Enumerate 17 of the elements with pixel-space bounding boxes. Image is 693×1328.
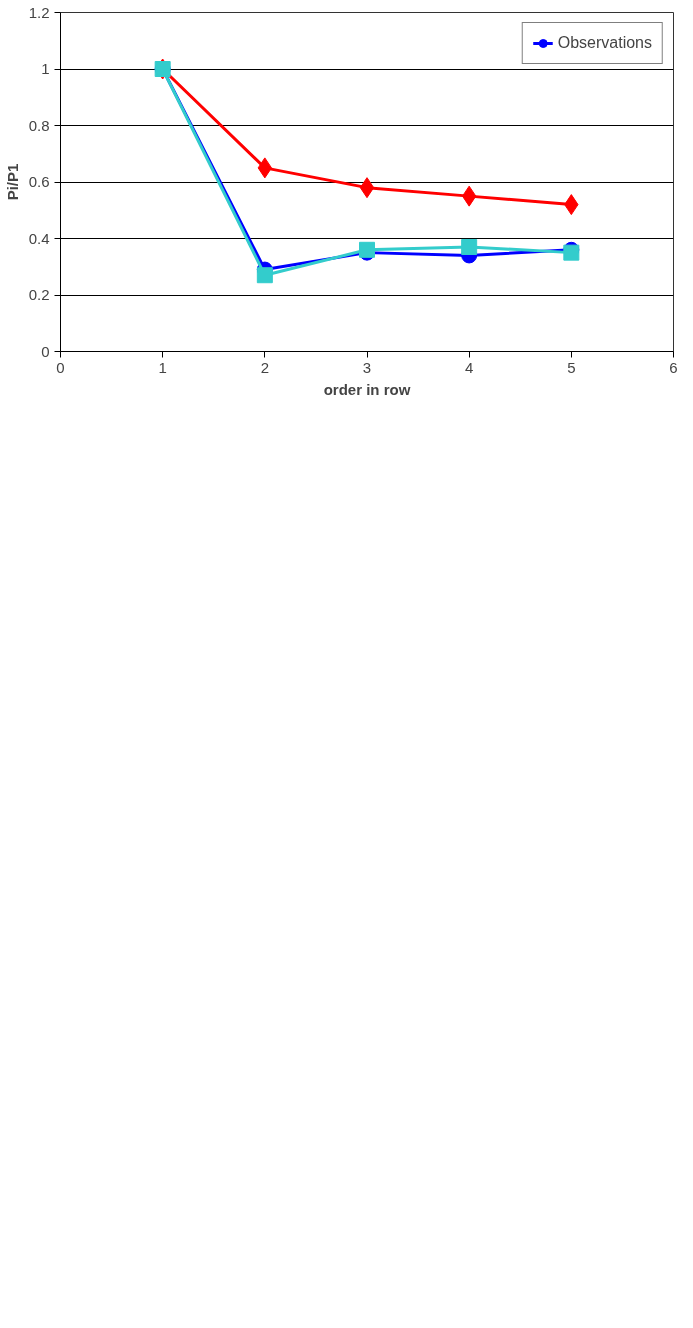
- y-tick-label: 0: [41, 342, 50, 360]
- x-tick-label: 4: [465, 358, 474, 376]
- y-tick-label: 0.4: [28, 229, 50, 247]
- x-tick-label: 3: [362, 358, 372, 376]
- x-axis-title: order in row: [323, 380, 411, 398]
- x-tick-label: 0: [56, 358, 65, 376]
- y-axis-title: Pi/P1: [3, 163, 21, 201]
- y-tick-label: 0.6: [28, 173, 50, 190]
- x-tick-label: 2: [260, 358, 270, 376]
- y-tick-label: 1.2: [28, 3, 50, 21]
- y-tick-label: 0.8: [28, 116, 50, 134]
- x-tick-label: 5: [567, 358, 576, 376]
- x-tick-label: 6: [669, 358, 678, 376]
- legend-label: Observations: [557, 34, 652, 52]
- x-tick-label: 1: [158, 358, 167, 376]
- y-tick-label: 0.2: [28, 286, 50, 303]
- y-tick-label: 1: [41, 60, 50, 77]
